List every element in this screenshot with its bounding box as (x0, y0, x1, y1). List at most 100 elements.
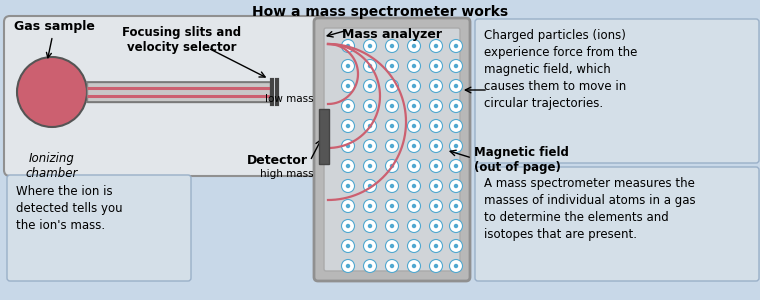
Circle shape (368, 244, 372, 248)
Circle shape (454, 264, 458, 268)
Circle shape (363, 260, 376, 272)
Circle shape (449, 160, 463, 172)
Circle shape (412, 204, 416, 208)
Circle shape (390, 144, 394, 148)
Circle shape (385, 239, 398, 253)
Circle shape (454, 84, 458, 88)
Circle shape (429, 80, 442, 92)
Circle shape (449, 179, 463, 193)
Circle shape (368, 104, 372, 108)
Circle shape (454, 164, 458, 168)
FancyBboxPatch shape (324, 28, 460, 271)
Circle shape (434, 104, 439, 108)
Circle shape (454, 144, 458, 148)
Circle shape (454, 224, 458, 228)
Circle shape (434, 144, 439, 148)
Circle shape (363, 160, 376, 172)
Circle shape (363, 200, 376, 212)
Circle shape (412, 244, 416, 248)
Circle shape (385, 160, 398, 172)
Circle shape (363, 119, 376, 133)
Text: Mass analyzer: Mass analyzer (342, 28, 442, 41)
Circle shape (390, 164, 394, 168)
Circle shape (449, 140, 463, 152)
Circle shape (412, 104, 416, 108)
Text: Magnetic field
(out of page): Magnetic field (out of page) (474, 146, 569, 174)
Circle shape (346, 224, 350, 228)
Circle shape (407, 100, 420, 112)
Circle shape (368, 264, 372, 268)
Circle shape (341, 100, 354, 112)
Circle shape (434, 64, 439, 68)
Circle shape (346, 124, 350, 128)
Circle shape (346, 244, 350, 248)
Circle shape (346, 264, 350, 268)
Circle shape (454, 104, 458, 108)
Circle shape (454, 184, 458, 188)
Circle shape (346, 204, 350, 208)
Circle shape (341, 239, 354, 253)
Circle shape (390, 184, 394, 188)
Circle shape (407, 59, 420, 73)
Circle shape (341, 200, 354, 212)
Circle shape (346, 184, 350, 188)
Circle shape (429, 40, 442, 52)
Circle shape (341, 160, 354, 172)
Circle shape (429, 119, 442, 133)
Text: Ionizing
chamber: Ionizing chamber (26, 152, 78, 180)
Circle shape (412, 164, 416, 168)
Circle shape (449, 100, 463, 112)
Circle shape (454, 64, 458, 68)
Circle shape (385, 260, 398, 272)
Circle shape (390, 104, 394, 108)
Circle shape (390, 44, 394, 48)
Circle shape (407, 119, 420, 133)
Circle shape (390, 64, 394, 68)
Text: Focusing slits and
velocity selector: Focusing slits and velocity selector (122, 26, 242, 54)
Circle shape (385, 200, 398, 212)
Circle shape (449, 40, 463, 52)
Circle shape (341, 59, 354, 73)
Circle shape (449, 220, 463, 232)
Circle shape (449, 200, 463, 212)
Circle shape (412, 144, 416, 148)
Bar (319, 109, 329, 164)
Circle shape (454, 204, 458, 208)
Circle shape (368, 44, 372, 48)
Circle shape (407, 239, 420, 253)
FancyBboxPatch shape (314, 18, 470, 281)
Circle shape (341, 80, 354, 92)
Circle shape (429, 140, 442, 152)
Circle shape (363, 179, 376, 193)
Circle shape (368, 204, 372, 208)
Circle shape (407, 160, 420, 172)
Circle shape (407, 260, 420, 272)
Circle shape (363, 100, 376, 112)
Circle shape (341, 140, 354, 152)
Circle shape (434, 164, 439, 168)
Circle shape (346, 164, 350, 168)
Circle shape (407, 179, 420, 193)
Circle shape (429, 59, 442, 73)
Circle shape (368, 184, 372, 188)
Circle shape (407, 40, 420, 52)
Circle shape (434, 184, 439, 188)
Circle shape (363, 59, 376, 73)
Circle shape (454, 244, 458, 248)
Circle shape (368, 144, 372, 148)
Circle shape (385, 80, 398, 92)
Circle shape (341, 260, 354, 272)
Circle shape (407, 200, 420, 212)
Text: Where the ion is
detected tells you
the ion's mass.: Where the ion is detected tells you the … (16, 185, 122, 232)
Circle shape (390, 84, 394, 88)
Circle shape (429, 239, 442, 253)
Circle shape (363, 220, 376, 232)
Circle shape (434, 204, 439, 208)
Circle shape (346, 84, 350, 88)
Circle shape (434, 124, 439, 128)
Circle shape (385, 40, 398, 52)
Circle shape (385, 59, 398, 73)
Circle shape (429, 220, 442, 232)
Text: low mass: low mass (265, 94, 314, 104)
Circle shape (412, 84, 416, 88)
